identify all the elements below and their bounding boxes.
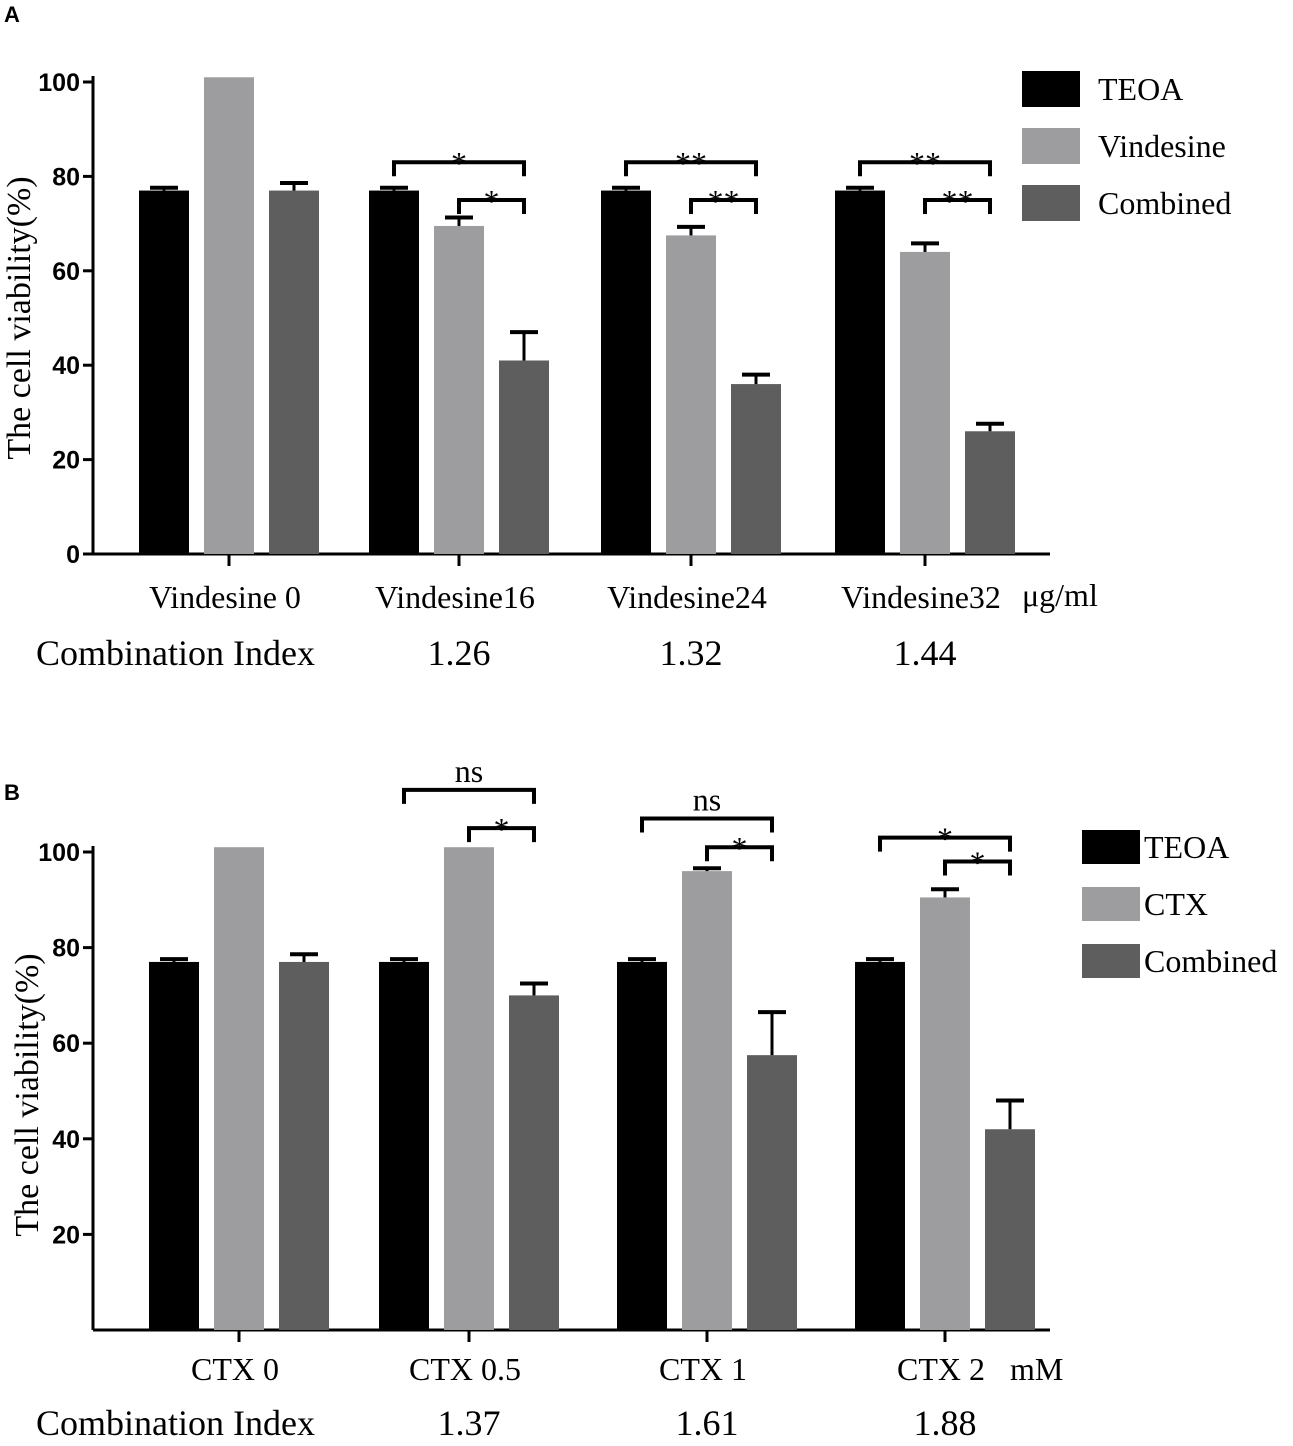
panel-a-legend-swatch — [1022, 71, 1080, 107]
panel-b-combination-index-value: 1.37 — [438, 1403, 501, 1443]
panel-a-significance-label: ** — [708, 183, 740, 219]
panel-b: B 20 40 60 80 100 The cell viability(%) CTX 0 C… — [4, 753, 1277, 1443]
panel-b-legend-label: CTX — [1144, 886, 1208, 922]
panel-b-significance-label: * — [732, 830, 748, 866]
panel-a-category-label: Vindesine24 — [607, 579, 767, 615]
panel-b-significance-bracket — [467, 826, 536, 843]
panel-a-bar-vindesine — [434, 225, 484, 554]
panel-a-letter: A — [4, 2, 20, 27]
panel-b-legend-swatch — [1082, 944, 1140, 978]
panel-b-combination-index-value: 1.61 — [676, 1403, 739, 1443]
panel-a-combination-index-label: Combination Index — [36, 633, 315, 673]
panel-b-significance-label: * — [494, 811, 510, 847]
panel-b-significance-label: ns — [693, 782, 721, 818]
panel-a-significance-bracket — [624, 160, 758, 177]
panel-b-bar-ctx — [682, 871, 732, 1330]
panel-a-significance-bracket — [392, 160, 526, 177]
panel-b-significance-label: ns — [455, 753, 483, 789]
panel-b-bar-combined — [985, 1129, 1035, 1330]
panel-b-significance-bracket — [640, 816, 774, 833]
panel-b-bar-combined — [509, 995, 559, 1330]
panel-a-legend-label: TEOA — [1098, 71, 1183, 107]
panel-a-bar-teoa — [835, 190, 885, 554]
panel-a-combination-index-value: 1.32 — [660, 633, 723, 673]
panel-a-bar-combined — [269, 190, 319, 554]
panel-b-bar-teoa — [149, 961, 199, 1330]
panel-b-category-label: CTX 0.5 — [409, 1351, 521, 1387]
panel-a-y-tick-label: 100 — [38, 69, 80, 97]
panel-b-legend-label: TEOA — [1144, 829, 1229, 865]
panel-a-category-label: Vindesine16 — [375, 579, 535, 615]
panel-b-combination-index-label: Combination Index — [36, 1403, 315, 1443]
panel-a-bar-vindesine — [666, 235, 716, 554]
panel-b-bar-ctx — [214, 847, 264, 1330]
panel-b-y-axis-label: The cell viability(%) — [9, 953, 46, 1236]
panel-a-significance-label: ** — [675, 145, 707, 181]
panel-a: A 0 20 40 60 80 100 The cell viability(%) Vinde… — [1, 2, 1231, 673]
panel-a-bar-vindesine — [204, 77, 254, 554]
panel-a-plot: 0 20 40 60 80 100 The cell viability(%) Vindesi… — [1, 69, 1231, 673]
panel-b-combination-index-value: 1.88 — [914, 1403, 977, 1443]
panel-b-unit-label: mM — [1010, 1351, 1063, 1387]
panel-b-bar-teoa — [617, 961, 667, 1330]
panel-a-bar-vindesine — [900, 251, 950, 555]
panel-b-significance-bracket — [402, 787, 536, 804]
panel-a-y-axis-label: The cell viability(%) — [1, 176, 38, 459]
panel-b-y-tick-label: 40 — [52, 1126, 80, 1154]
panel-a-bar-combined — [731, 384, 781, 554]
panel-a-y-tick-label: 20 — [52, 447, 80, 475]
panel-b-y-tick-label: 100 — [38, 839, 80, 867]
panel-a-bar-combined — [965, 431, 1015, 554]
panel-b-y-tick-label: 60 — [52, 1030, 80, 1058]
panel-b-legend-swatch — [1082, 830, 1140, 864]
panel-b-letter: B — [4, 780, 20, 805]
panel-a-significance-bracket — [457, 198, 526, 214]
panel-b-significance-bracket — [878, 835, 1012, 852]
panel-b-significance-bracket — [705, 845, 774, 862]
panel-b-legend-label: Combined — [1144, 943, 1277, 979]
panel-a-bar-teoa — [369, 190, 419, 554]
panel-a-y-tick-label: 80 — [52, 163, 80, 191]
panel-a-y-tick-label: 40 — [52, 352, 80, 380]
panel-b-y-tick-label: 80 — [52, 935, 80, 963]
panel-a-legend-swatch — [1022, 128, 1080, 164]
panel-a-combination-index-value: 1.26 — [428, 633, 491, 673]
panel-a-combination-index-value: 1.44 — [894, 633, 957, 673]
panel-a-legend-swatch — [1022, 185, 1080, 221]
panel-b-legend-swatch — [1082, 887, 1140, 921]
panel-b-plot: 20 40 60 80 100 The cell viability(%) CTX 0 CTX… — [9, 753, 1277, 1443]
panel-a-category-label: Vindesine 0 — [149, 579, 301, 615]
panel-a-significance-bracket — [858, 160, 992, 177]
panel-b-significance-bracket — [943, 859, 1012, 876]
panel-a-legend-label: Vindesine — [1098, 128, 1226, 164]
panel-b-y-tick-label: 20 — [52, 1221, 80, 1249]
panel-a-significance-label: * — [451, 145, 467, 181]
panel-a-significance-label: * — [484, 183, 500, 219]
panel-a-category-label: Vindesine32 — [841, 579, 1001, 615]
panel-b-bar-ctx — [444, 847, 494, 1330]
panel-a-y-tick-label: 0 — [66, 541, 80, 569]
panel-a-significance-label: ** — [942, 183, 974, 219]
panel-b-bar-combined — [747, 1055, 797, 1330]
panel-a-y-tick-label: 60 — [52, 258, 80, 286]
panel-b-bar-teoa — [855, 961, 905, 1330]
panel-a-bar-combined — [499, 360, 549, 554]
panel-a-unit-label: μg/ml — [1022, 577, 1098, 613]
panel-a-legend-label: Combined — [1098, 185, 1231, 221]
panel-b-category-label: CTX 1 — [659, 1351, 747, 1387]
panel-b-bar-ctx — [920, 897, 970, 1330]
panel-a-bar-teoa — [139, 190, 189, 554]
panel-a-bar-teoa — [601, 190, 651, 554]
panel-a-significance-bracket — [923, 198, 992, 214]
panel-a-significance-label: ** — [909, 145, 941, 181]
panel-b-significance-label: * — [937, 821, 953, 857]
panel-a-significance-bracket — [689, 198, 758, 214]
panel-b-significance-label: * — [970, 845, 986, 881]
panel-b-bar-combined — [279, 961, 329, 1330]
panel-b-category-label: CTX 0 — [191, 1351, 279, 1387]
panel-b-bar-teoa — [379, 961, 429, 1330]
panel-b-category-label: CTX 2 — [897, 1351, 985, 1387]
